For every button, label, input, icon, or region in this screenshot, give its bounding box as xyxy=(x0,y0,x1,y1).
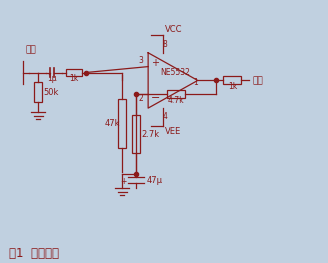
Text: +: + xyxy=(151,58,159,68)
Text: 输入: 输入 xyxy=(25,46,36,55)
Text: 4.7k: 4.7k xyxy=(168,96,184,105)
Text: 47k: 47k xyxy=(105,119,120,128)
Text: 47μ: 47μ xyxy=(146,176,162,185)
Bar xyxy=(167,90,185,98)
Text: 50k: 50k xyxy=(43,88,58,97)
Text: VEE: VEE xyxy=(165,127,181,136)
Text: 2: 2 xyxy=(139,94,144,103)
Text: NE5532: NE5532 xyxy=(160,68,190,77)
Text: −: − xyxy=(151,93,160,103)
Bar xyxy=(132,115,140,153)
Bar xyxy=(223,77,241,84)
Text: 3: 3 xyxy=(139,56,144,65)
Text: 1: 1 xyxy=(193,78,197,87)
Text: 图1  前级电路: 图1 前级电路 xyxy=(9,247,59,260)
Text: VCC: VCC xyxy=(165,25,182,34)
Text: +: + xyxy=(120,177,126,186)
Text: 4: 4 xyxy=(163,112,167,121)
Text: 1μ: 1μ xyxy=(47,74,57,83)
Bar xyxy=(118,99,126,148)
Text: 2.7k: 2.7k xyxy=(141,130,159,139)
Text: 8: 8 xyxy=(163,40,167,49)
Text: 1k: 1k xyxy=(228,82,237,91)
Text: 输出: 输出 xyxy=(252,76,263,85)
Bar xyxy=(66,69,82,77)
Bar xyxy=(34,82,42,102)
Text: 1k: 1k xyxy=(69,74,78,83)
